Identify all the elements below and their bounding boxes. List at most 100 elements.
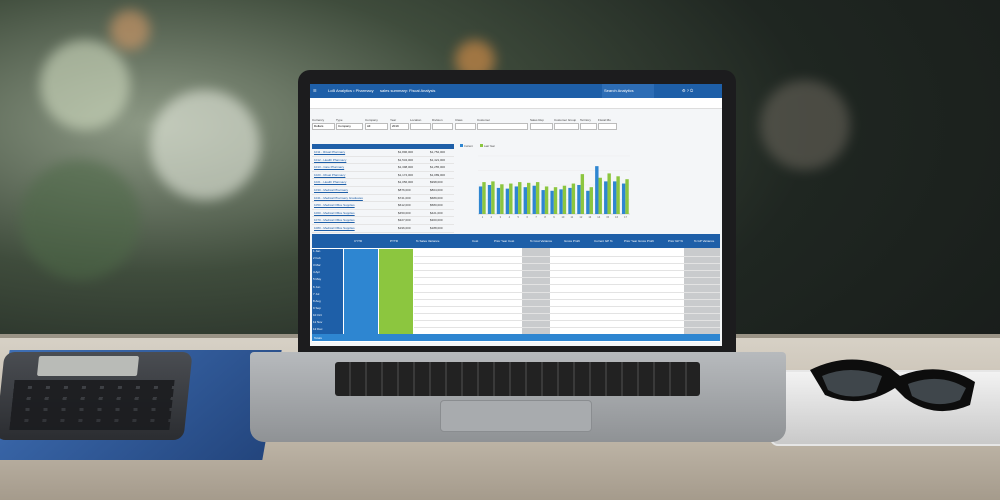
fiscal-month-select[interactable] [598, 123, 617, 130]
customer-link[interactable]: 1020 - Ritual Pharmacy [314, 172, 346, 177]
customer-link[interactable]: 1050 - Medical Office Supplies [314, 203, 355, 208]
customer-link[interactable]: 1021 - Health Pharmacy [314, 180, 347, 185]
list-item[interactable]: 1020 - Ritual Pharmacy $1,174,000 $1,089,0… [312, 172, 454, 180]
header-prior-gross-profit: Prior Year Gross Profit [624, 239, 654, 243]
pytd-cell [379, 263, 413, 271]
header-cost-variance: % Cost Variance [530, 239, 553, 243]
row-divider [414, 305, 720, 307]
class-select[interactable] [455, 123, 476, 130]
month-label: 2 Feb [312, 256, 343, 264]
app-header: ☰ LoB Analytics • Pharmacy sales summary… [310, 84, 722, 98]
bar-current[interactable] [586, 190, 590, 214]
bar-current[interactable] [487, 185, 492, 214]
year-select[interactable]: 2019 [390, 123, 409, 130]
currency-select[interactable]: Dollars [312, 123, 335, 130]
current-value: $1,174,000 [398, 172, 414, 177]
list-item[interactable]: 1030 - Medical Pharmacy $876,000 $804,000 [312, 187, 454, 195]
bokeh-light [150, 90, 260, 200]
toolbar-icons[interactable]: ⚙ ? ⏻ [682, 88, 694, 93]
customer-link[interactable]: 1011 - Ritual Pharmacy [314, 150, 346, 154]
list-item[interactable]: 1021 - Health Pharmacy $1,056,000 $998,000 [312, 179, 454, 187]
bar-last-year[interactable] [509, 183, 513, 214]
bar-last-year[interactable] [607, 173, 611, 214]
bar-last-year[interactable] [616, 176, 620, 214]
bar-last-year[interactable] [580, 174, 585, 214]
bar-current[interactable] [514, 186, 519, 214]
bar-current[interactable] [505, 188, 510, 214]
customer-link[interactable]: 1060 - Medical Office Supplies [314, 210, 355, 215]
bar-last-year[interactable] [535, 182, 540, 214]
customer-link[interactable]: 1070 - Medical Office Supplies [314, 218, 355, 223]
row-divider [414, 263, 720, 265]
cytd-cell [344, 298, 378, 307]
bar-current[interactable] [613, 181, 617, 214]
list-item[interactable]: 1012 - Health Pharmacy $1,534,000 $1,421,0… [312, 157, 454, 165]
list-item[interactable]: 1070 - Medical Office Supplies $327,000 $3… [312, 217, 454, 225]
month-label: 5 May [312, 277, 343, 285]
list-item[interactable]: 1050 - Medical Office Supplies $612,000 $5… [312, 202, 454, 210]
customer-link[interactable]: 1012 - Health Pharmacy [314, 157, 347, 162]
bar-current[interactable] [541, 190, 545, 214]
header-cost: Cost [472, 239, 479, 243]
bar-last-year[interactable] [491, 181, 495, 214]
list-item[interactable]: 1060 - Medical Office Supplies $450,000 $4… [312, 210, 454, 218]
bar-current[interactable] [496, 187, 501, 214]
customer-link[interactable]: 1030 - Medical Pharmacy [314, 187, 349, 192]
territory-select[interactable] [580, 123, 597, 130]
bar-current[interactable] [604, 181, 608, 214]
month-label: 3 Mar [312, 263, 343, 271]
laptop-touchpad [440, 400, 592, 432]
bar-last-year[interactable] [562, 185, 567, 214]
bar-current[interactable] [559, 189, 563, 214]
x-tick-label: 13 [588, 215, 591, 219]
app-title: LoB Analytics • Pharmacy [328, 88, 374, 93]
menu-icon[interactable]: ☰ [313, 88, 317, 93]
bar-current[interactable] [595, 166, 599, 214]
list-item[interactable]: 1080 - Medical Office Supplies $196,000 $1… [312, 225, 454, 233]
list-item[interactable]: 1041 - Medical Pharmacy Graduates $741,00… [312, 195, 454, 203]
header-sales-variance: % Sales Variance [416, 239, 440, 243]
location-select[interactable] [410, 123, 431, 130]
bar-last-year[interactable] [500, 184, 504, 214]
header-gross-profit: Gross Profit [564, 239, 580, 243]
bar-current[interactable] [532, 185, 536, 214]
list-item[interactable]: 1013 - Care Pharmacy $1,398,000 $1,255,000 [312, 164, 454, 172]
bar-last-year[interactable] [518, 182, 522, 214]
bar-current[interactable] [478, 186, 483, 214]
bar-current[interactable] [568, 187, 572, 214]
division-select[interactable] [432, 123, 453, 130]
prior-value: $188,000 [430, 225, 443, 230]
bar-current[interactable] [621, 183, 626, 214]
bar-last-year[interactable] [598, 177, 602, 214]
list-item[interactable]: 1011 - Ritual Pharmacy $1,896,000 $1,752,0… [312, 149, 454, 157]
customer-link[interactable]: 1013 - Care Pharmacy [314, 165, 345, 170]
bar-last-year[interactable] [482, 182, 486, 214]
customer-link[interactable]: 1080 - Medical Office Supplies [314, 225, 355, 230]
bar-current[interactable] [523, 187, 527, 214]
bar-last-year[interactable] [553, 187, 558, 214]
prior-value: $804,000 [430, 187, 443, 192]
bar-last-year[interactable] [526, 182, 531, 214]
month-label: 4 Apr [312, 270, 343, 278]
prior-value: $580,000 [430, 203, 443, 208]
company-select[interactable]: All [365, 123, 388, 130]
shaded-column [684, 248, 720, 334]
customer-group-select[interactable] [554, 123, 579, 130]
bar-last-year[interactable] [544, 186, 549, 214]
bar-current[interactable] [550, 190, 554, 214]
current-value: $1,398,000 [398, 165, 414, 170]
x-tick-label: 11 [571, 215, 574, 219]
type-select[interactable]: Company [336, 123, 363, 130]
bar-last-year[interactable] [571, 183, 576, 214]
bar-last-year[interactable] [625, 179, 629, 214]
sales-rep-select[interactable] [530, 123, 553, 130]
report-tab[interactable]: sales summary: Fiscal Analysis [380, 88, 436, 93]
header-prior-cost: Prior Year Cost [494, 239, 515, 243]
bar-current[interactable] [577, 185, 581, 214]
customer-select[interactable] [477, 123, 528, 130]
customer-link[interactable]: 1041 - Medical Pharmacy Graduates [314, 195, 363, 200]
search-input[interactable]: Search Analytics [602, 84, 654, 98]
filter-bar: Currency Type Company Year Location Divi… [310, 118, 722, 134]
bar-last-year[interactable] [589, 187, 593, 214]
